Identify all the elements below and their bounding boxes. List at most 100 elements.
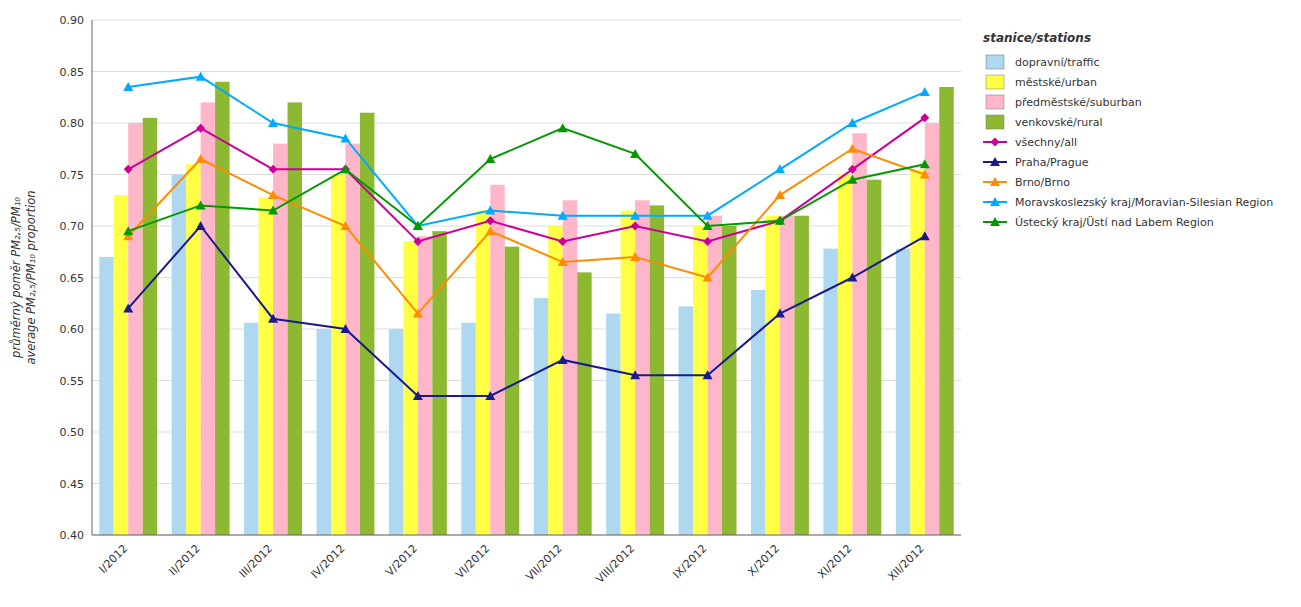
marker: [703, 273, 713, 282]
marker: [630, 149, 640, 158]
x-tick-label: I/2012: [96, 542, 130, 576]
bar: [635, 200, 649, 535]
marker: [486, 216, 495, 225]
y-tick-label: 0.55: [60, 375, 85, 388]
bar: [360, 113, 374, 535]
marker: [775, 309, 785, 318]
marker: [413, 237, 422, 246]
bar: [99, 257, 113, 535]
x-tick-label: V/2012: [383, 542, 420, 579]
marker: [413, 391, 423, 400]
legend-label: Praha/Prague: [1015, 156, 1089, 169]
bar: [505, 247, 519, 535]
marker: [630, 252, 640, 261]
legend-swatch: [986, 95, 1004, 109]
bar: [476, 211, 490, 535]
marker: [920, 231, 930, 240]
legend-label: všechny/all: [1015, 136, 1077, 149]
marker: [268, 118, 278, 127]
marker: [123, 303, 133, 312]
legend-marker: [990, 177, 1000, 186]
x-axis-line: [92, 535, 961, 536]
legend-label: venkovské/rural: [1015, 116, 1102, 129]
bar: [679, 306, 693, 535]
marker: [196, 221, 206, 230]
marker: [847, 273, 857, 282]
bar: [838, 175, 852, 536]
bar: [114, 195, 128, 535]
line: [128, 149, 925, 314]
y-tick-labels: 0.400.450.500.550.600.650.700.750.800.85…: [60, 14, 85, 542]
bar: [259, 197, 273, 535]
bar: [143, 118, 157, 535]
line-series: [124, 113, 930, 246]
x-tick-label: X/2012: [745, 542, 782, 579]
marker: [413, 309, 423, 318]
legend-swatch: [986, 75, 1004, 89]
marker: [124, 165, 133, 174]
bar: [606, 314, 620, 535]
line-series: [123, 144, 930, 318]
marker: [630, 370, 640, 379]
bar: [534, 298, 548, 535]
y-axis-label: průměrný poměr PM₂,₅/PM₁₀: [9, 197, 23, 359]
y-tick-label: 0.90: [60, 14, 85, 27]
legend-marker: [990, 197, 1000, 206]
marker: [558, 211, 568, 220]
bar: [765, 216, 779, 535]
bar: [273, 144, 287, 535]
bar: [577, 272, 591, 535]
legend-label: Brno/Brno: [1015, 176, 1070, 189]
legend-marker: [991, 138, 1000, 147]
legend: stanice/stationsdopravní/trafficměstské/…: [983, 31, 1273, 229]
marker: [847, 118, 857, 127]
x-tick-label: III/2012: [237, 542, 275, 580]
marker: [775, 216, 785, 225]
x-tick-label: XII/2012: [885, 542, 927, 584]
marker: [485, 226, 495, 235]
bar: [186, 164, 200, 535]
legend-swatch: [986, 115, 1004, 129]
marker: [196, 154, 206, 163]
marker: [847, 144, 857, 153]
bar: [244, 323, 258, 535]
y-axis-label: average PM₂,₅/PM₁₀ proportion: [24, 190, 38, 364]
marker: [920, 159, 930, 168]
marker: [268, 314, 278, 323]
bar: [693, 226, 707, 535]
bar: [418, 236, 432, 535]
bar: [215, 82, 229, 535]
bar: [201, 102, 215, 535]
marker: [558, 123, 568, 132]
y-tick-label: 0.85: [60, 66, 85, 79]
x-tick-label: IV/2012: [308, 542, 347, 581]
grid-line: [92, 71, 961, 72]
legend-label: Ústecký kraj/Üstí nad Labem Region: [1015, 216, 1214, 229]
marker: [775, 164, 785, 173]
bar-series: [128, 102, 939, 535]
x-tick-label: VIII/2012: [593, 542, 637, 586]
line: [128, 226, 925, 396]
bar: [316, 329, 330, 535]
x-tick-label: VI/2012: [453, 542, 492, 581]
chart: 0.400.450.500.550.600.650.700.750.800.85…: [0, 0, 1301, 607]
line: [128, 77, 925, 226]
marker: [341, 165, 350, 174]
marker: [920, 87, 930, 96]
marker: [485, 391, 495, 400]
marker: [413, 221, 423, 230]
marker: [920, 113, 929, 122]
marker: [631, 222, 640, 231]
y-tick-label: 0.40: [60, 529, 85, 542]
legend-marker: [990, 217, 1000, 226]
marker: [269, 165, 278, 174]
y-tick-label: 0.75: [60, 169, 85, 182]
y-tick-label: 0.65: [60, 272, 85, 285]
marker: [558, 257, 568, 266]
marker: [920, 170, 930, 179]
marker: [485, 154, 495, 163]
line-series: [123, 123, 930, 235]
marker: [268, 190, 278, 199]
marker: [703, 221, 713, 230]
y-tick-label: 0.45: [60, 478, 85, 491]
